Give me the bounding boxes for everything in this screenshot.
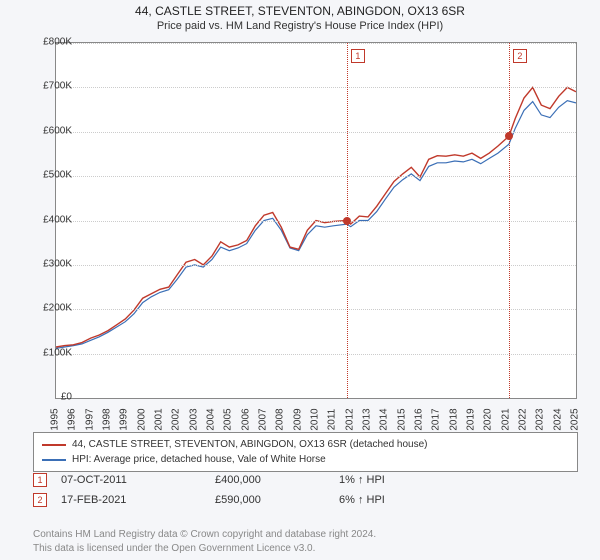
gridline — [56, 87, 576, 88]
x-tick-label: 2008 — [275, 405, 286, 435]
x-tick-label: 2019 — [466, 405, 477, 435]
x-tick-label: 2021 — [500, 405, 511, 435]
x-tick-label: 2001 — [154, 405, 165, 435]
marker-line — [509, 43, 510, 398]
sale-price: £590,000 — [215, 494, 325, 506]
legend-row: HPI: Average price, detached house, Vale… — [42, 452, 569, 467]
sales-table: 1 07-OCT-2011 £400,000 1% ↑ HPI 2 17-FEB-2021… — [33, 470, 578, 510]
x-tick-label: 2018 — [448, 405, 459, 435]
x-tick-label: 2017 — [431, 405, 442, 435]
legend: 44, CASTLE STREET, STEVENTON, ABINGDON, … — [33, 432, 578, 472]
sale-row: 2 17-FEB-2021 £590,000 6% ↑ HPI — [33, 490, 578, 510]
gridline — [56, 265, 576, 266]
x-tick-label: 2010 — [310, 405, 321, 435]
plot-area: 12 — [55, 42, 577, 399]
y-tick-label: £300K — [22, 258, 72, 269]
sale-date: 17-FEB-2021 — [61, 494, 201, 506]
title: 44, CASTLE STREET, STEVENTON, ABINGDON, … — [0, 0, 600, 34]
x-tick-label: 2009 — [292, 405, 303, 435]
sale-marker: 2 — [33, 493, 47, 507]
marker-dot — [343, 217, 351, 225]
x-tick-label: 1997 — [84, 405, 95, 435]
x-tick-label: 2025 — [570, 405, 581, 435]
x-tick-label: 2016 — [414, 405, 425, 435]
sale-delta: 6% ↑ HPI — [339, 494, 385, 506]
series-hpi — [56, 101, 576, 349]
y-tick-label: £500K — [22, 170, 72, 181]
y-tick-label: £800K — [22, 37, 72, 48]
x-tick-label: 1995 — [50, 405, 61, 435]
x-tick-label: 2014 — [379, 405, 390, 435]
legend-label: HPI: Average price, detached house, Vale… — [72, 452, 326, 467]
marker-box: 1 — [351, 49, 365, 63]
x-tick-label: 2015 — [396, 405, 407, 435]
x-tick-label: 2002 — [171, 405, 182, 435]
legend-label: 44, CASTLE STREET, STEVENTON, ABINGDON, … — [72, 437, 428, 452]
x-tick-label: 2012 — [344, 405, 355, 435]
x-tick-label: 2005 — [223, 405, 234, 435]
marker-box: 2 — [513, 49, 527, 63]
title-line1: 44, CASTLE STREET, STEVENTON, ABINGDON, … — [0, 3, 600, 19]
marker-dot — [505, 132, 513, 140]
x-tick-label: 2011 — [327, 405, 338, 435]
x-tick-label: 2023 — [535, 405, 546, 435]
y-tick-label: £600K — [22, 125, 72, 136]
x-tick-label: 1996 — [67, 405, 78, 435]
footnote: Contains HM Land Registry data © Crown c… — [33, 528, 376, 555]
x-tick-label: 1999 — [119, 405, 130, 435]
y-tick-label: £200K — [22, 303, 72, 314]
gridline — [56, 354, 576, 355]
sale-marker: 1 — [33, 473, 47, 487]
gridline — [56, 176, 576, 177]
legend-row: 44, CASTLE STREET, STEVENTON, ABINGDON, … — [42, 437, 569, 452]
legend-swatch — [42, 444, 66, 446]
gridline — [56, 132, 576, 133]
footnote-line2: This data is licensed under the Open Gov… — [33, 542, 376, 556]
footnote-line1: Contains HM Land Registry data © Crown c… — [33, 528, 376, 542]
title-line2: Price paid vs. HM Land Registry's House … — [0, 19, 600, 34]
sale-date: 07-OCT-2011 — [61, 474, 201, 486]
x-tick-label: 2006 — [240, 405, 251, 435]
x-tick-label: 2024 — [552, 405, 563, 435]
legend-swatch — [42, 459, 66, 461]
gridline — [56, 221, 576, 222]
sale-delta: 1% ↑ HPI — [339, 474, 385, 486]
x-tick-label: 2007 — [258, 405, 269, 435]
y-tick-label: £400K — [22, 214, 72, 225]
x-tick-label: 2013 — [362, 405, 373, 435]
sale-row: 1 07-OCT-2011 £400,000 1% ↑ HPI — [33, 470, 578, 490]
x-tick-label: 1998 — [102, 405, 113, 435]
x-tick-label: 2020 — [483, 405, 494, 435]
chart-container: 44, CASTLE STREET, STEVENTON, ABINGDON, … — [0, 0, 600, 560]
x-tick-label: 2004 — [206, 405, 217, 435]
x-tick-label: 2000 — [136, 405, 147, 435]
series-property — [56, 87, 576, 347]
x-tick-label: 2022 — [518, 405, 529, 435]
gridline — [56, 309, 576, 310]
y-tick-label: £100K — [22, 347, 72, 358]
y-tick-label: £0 — [22, 392, 72, 403]
y-tick-label: £700K — [22, 81, 72, 92]
sale-price: £400,000 — [215, 474, 325, 486]
x-tick-label: 2003 — [188, 405, 199, 435]
gridline — [56, 43, 576, 44]
